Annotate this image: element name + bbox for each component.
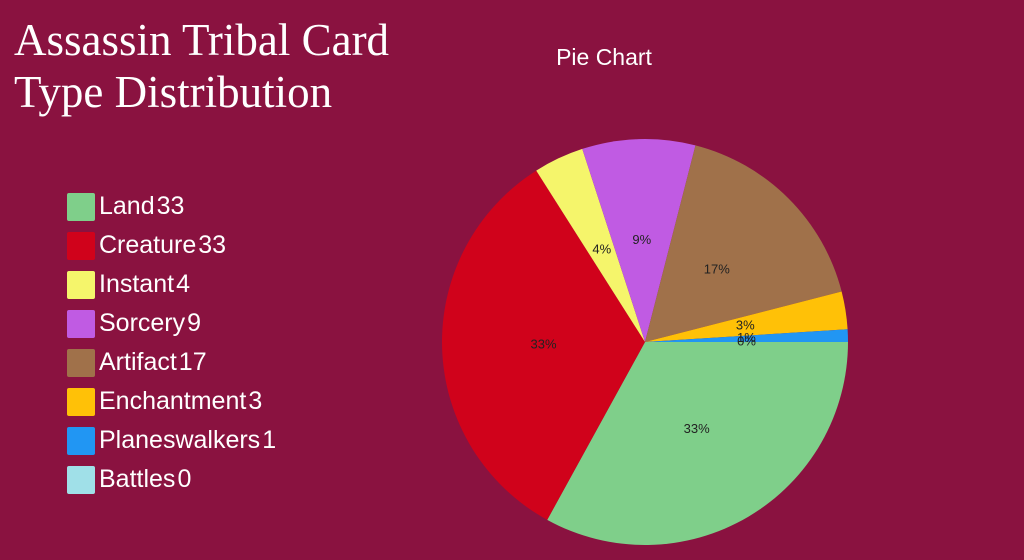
legend-value: 9 [187,309,201,337]
legend-value: 4 [176,270,190,298]
legend-value: 33 [198,231,226,259]
pie-slice [582,139,696,342]
legend-label: Land [99,192,155,220]
legend-entry: Instant4 [99,270,190,298]
slice-label: 0% [737,333,756,348]
legend-entry: Artifact17 [99,348,207,376]
legend-label: Enchantment [99,387,246,415]
legend-label: Battles [99,465,175,493]
legend-label: Artifact [99,348,177,376]
slice-label: 33% [531,337,557,352]
legend-entry: Planeswalkers1 [99,426,276,454]
legend-value: 3 [248,387,262,415]
slice-label: 17% [704,262,730,277]
legend-value: 0 [177,465,191,493]
legend-value: 33 [157,192,185,220]
legend-swatch [67,271,95,299]
legend-label: Creature [99,231,196,259]
legend-label: Planeswalkers [99,426,260,454]
legend-swatch [67,466,95,494]
slice-label: 33% [684,421,710,436]
legend-swatch [67,232,95,260]
pie-slice [645,291,848,342]
pie-slice [645,329,848,342]
legend-entry: Enchantment3 [99,387,262,415]
legend: Land33Creature33Instant4Sorcery9Artifact… [67,192,276,494]
legend-value: 17 [179,348,207,376]
slice-label: 3% [736,318,755,333]
legend-swatch [67,388,95,416]
chart-subtitle: Pie Chart [556,44,652,70]
legend-swatch [67,427,95,455]
slice-label: 9% [632,232,651,247]
legend-swatch [67,310,95,338]
slice-label: 1% [737,330,756,345]
slice-label: 4% [592,242,611,257]
legend-swatch [67,193,95,221]
legend-label: Instant [99,270,174,298]
legend-entry: Battles0 [99,465,191,493]
chart-title: Assassin Tribal Card Type Distribution [14,15,390,117]
pie-slice [536,148,645,342]
pie-slice [547,342,848,545]
legend-entry: Land33 [99,192,184,220]
legend-swatch [67,349,95,377]
legend-label: Sorcery [99,309,186,337]
pie-slice [645,145,842,342]
legend-value: 1 [262,426,276,454]
pie: 33% 33% 4% 9% 17% 3%1%0% [441,139,848,545]
legend-entry: Creature33 [99,231,226,259]
pie-slice [441,170,645,520]
legend-entry: Sorcery9 [99,309,201,337]
